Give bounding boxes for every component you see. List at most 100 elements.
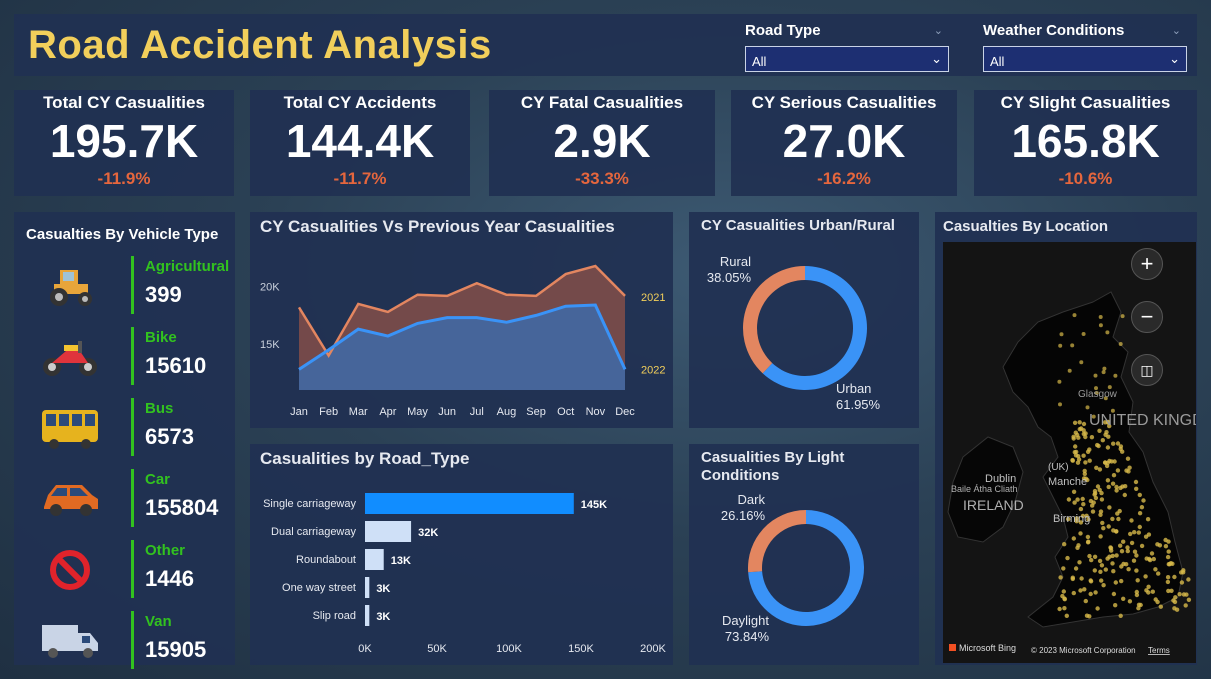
map-dot bbox=[1139, 543, 1145, 549]
bar-chart-panel[interactable]: Casualities by Road_Type Single carriage… bbox=[250, 444, 673, 665]
chevron-down-icon[interactable]: ⌄ bbox=[933, 25, 943, 37]
select-area-button[interactable]: ◫ bbox=[1131, 354, 1163, 386]
map-dot bbox=[1172, 606, 1177, 611]
bar[interactable] bbox=[365, 605, 370, 626]
chevron-down-icon[interactable]: ⌄ bbox=[1171, 25, 1181, 37]
map-dot bbox=[1134, 486, 1139, 491]
uk-map[interactable]: UNITED KINGDOM IRELAND Dublin Baile Átha… bbox=[943, 242, 1196, 663]
vehicle-item-bike[interactable]: Bike 15610 bbox=[14, 327, 235, 389]
vehicle-item-van[interactable]: Van 15905 bbox=[14, 611, 235, 673]
map-dot bbox=[1110, 516, 1115, 522]
map-dot bbox=[1121, 539, 1126, 544]
map-dot bbox=[1061, 566, 1066, 571]
bar[interactable] bbox=[365, 577, 370, 598]
map-dot bbox=[1137, 511, 1143, 516]
map-dot bbox=[1071, 536, 1076, 541]
donut-slice[interactable] bbox=[762, 266, 867, 390]
map-dot bbox=[1078, 520, 1084, 525]
slice-percent: 26.16% bbox=[721, 508, 766, 523]
map-dot bbox=[1127, 599, 1133, 604]
map-dot bbox=[1098, 323, 1103, 328]
donut-slice[interactable] bbox=[748, 510, 806, 573]
map-dot bbox=[1119, 549, 1125, 554]
map-dot bbox=[1087, 553, 1092, 559]
kpi-card-total-casualties[interactable]: Total CY Casualities 195.7K -11.9% bbox=[14, 90, 234, 196]
bar-value-label: 145K bbox=[581, 499, 607, 511]
weather-slicer[interactable]: Weather Conditions ⌄ All ⌄ bbox=[983, 22, 1187, 72]
map-dot bbox=[1121, 561, 1126, 567]
map-canvas[interactable]: UNITED KINGDOM IRELAND Dublin Baile Átha… bbox=[943, 242, 1196, 663]
kpi-card-total-accidents[interactable]: Total CY Accidents 144.4K -11.7% bbox=[250, 90, 470, 196]
x-tick-label: Dec bbox=[615, 406, 635, 418]
kpi-value: 27.0K bbox=[782, 115, 906, 167]
map-dot bbox=[1101, 370, 1106, 375]
area-chart[interactable]: 15K 20K Jan Feb Mar Apr May Jun Jul Aug Sep Oct Nov D… bbox=[250, 212, 673, 428]
bar-value-label: 32K bbox=[418, 527, 438, 539]
bar[interactable] bbox=[365, 521, 412, 542]
bar[interactable] bbox=[365, 549, 384, 570]
kpi-card-serious[interactable]: CY Serious Casualities 27.0K -16.2% bbox=[731, 90, 957, 196]
kpi-card-slight[interactable]: CY Slight Casualities 165.8K -10.6% bbox=[974, 90, 1197, 196]
weather-dropdown[interactable]: All ⌄ bbox=[983, 46, 1187, 72]
area-2022[interactable] bbox=[299, 305, 625, 390]
x-tick-label: 150K bbox=[568, 643, 594, 655]
map-dot bbox=[1127, 465, 1132, 470]
kpi-card-fatal[interactable]: CY Fatal Casualities 2.9K -33.3% bbox=[489, 90, 715, 196]
map-dot bbox=[1114, 484, 1119, 490]
bar[interactable] bbox=[365, 493, 574, 514]
vehicle-item-car[interactable]: Car 155804 bbox=[14, 469, 235, 531]
vehicle-item-bus[interactable]: Bus 6573 bbox=[14, 398, 235, 460]
map-dot bbox=[1143, 574, 1148, 579]
map-dot bbox=[1134, 553, 1139, 558]
kpi-value: 2.9K bbox=[553, 115, 651, 167]
vehicle-panel-title: Casualties By Vehicle Type bbox=[26, 226, 219, 243]
map-dot bbox=[1080, 513, 1086, 519]
road-type-dropdown[interactable]: All ⌄ bbox=[745, 46, 949, 72]
y-tick-label: 20K bbox=[260, 282, 280, 294]
vehicle-value: 6573 bbox=[145, 424, 194, 449]
urban-rural-panel[interactable]: CY Casualities Urban/Rural Urban 61.95% Ru… bbox=[689, 212, 919, 428]
area-chart-panel[interactable]: CY Casualities Vs Previous Year Casualit… bbox=[250, 212, 673, 428]
donut-slice[interactable] bbox=[743, 266, 805, 374]
vehicle-bar bbox=[131, 611, 134, 669]
bar-chart[interactable]: Single carriageway 145K Dual carriageway 32… bbox=[250, 444, 673, 665]
map-dot bbox=[1062, 606, 1067, 611]
map-terms-link[interactable]: Terms bbox=[1148, 646, 1170, 655]
slice-percent: 73.84% bbox=[725, 629, 770, 644]
map-dot bbox=[1166, 549, 1171, 554]
map-dot bbox=[1156, 571, 1161, 576]
map-dot bbox=[1072, 313, 1077, 318]
map-dot bbox=[1132, 530, 1137, 535]
vehicle-item-other[interactable]: Other 1446 bbox=[14, 540, 235, 602]
map-dot bbox=[1073, 444, 1078, 449]
map-dot bbox=[1121, 596, 1126, 601]
light-conditions-panel[interactable]: Casualities By Light Conditions Daylight… bbox=[689, 444, 919, 665]
road-type-value: All bbox=[752, 54, 767, 69]
bar-category-label: One way street bbox=[282, 582, 356, 594]
map-panel[interactable]: Casualties By Location UNITED KINGDOM IR… bbox=[935, 212, 1197, 665]
map-title: Casualties By Location bbox=[943, 218, 1109, 235]
vehicle-name: Other bbox=[145, 542, 186, 559]
slice-percent: 38.05% bbox=[707, 270, 752, 285]
line-2021[interactable] bbox=[297, 264, 626, 359]
map-dot bbox=[1103, 567, 1108, 572]
map-dot bbox=[1139, 505, 1145, 510]
zoom-in-button[interactable]: + bbox=[1131, 248, 1163, 280]
map-dot bbox=[1089, 557, 1094, 563]
dropdown-arrow-icon[interactable]: ⌄ bbox=[1169, 51, 1180, 66]
vehicle-item-agricultural[interactable]: Agricultural 399 bbox=[14, 256, 235, 318]
map-dot bbox=[1105, 445, 1111, 450]
kpi-change: -10.6% bbox=[1058, 169, 1113, 188]
map-dot bbox=[1110, 408, 1115, 413]
dashboard-title: Road Accident Analysis bbox=[28, 23, 492, 67]
slice-percent: 61.95% bbox=[836, 397, 881, 412]
map-dot bbox=[1118, 342, 1123, 346]
dropdown-arrow-icon[interactable]: ⌄ bbox=[931, 51, 942, 66]
zoom-out-button[interactable]: − bbox=[1131, 301, 1163, 333]
road-type-slicer[interactable]: Road Type ⌄ All ⌄ bbox=[745, 22, 949, 72]
area-chart-title: CY Casualities Vs Previous Year Casualit… bbox=[260, 217, 615, 236]
line-2022[interactable] bbox=[298, 303, 627, 371]
map-dot bbox=[1057, 606, 1062, 612]
